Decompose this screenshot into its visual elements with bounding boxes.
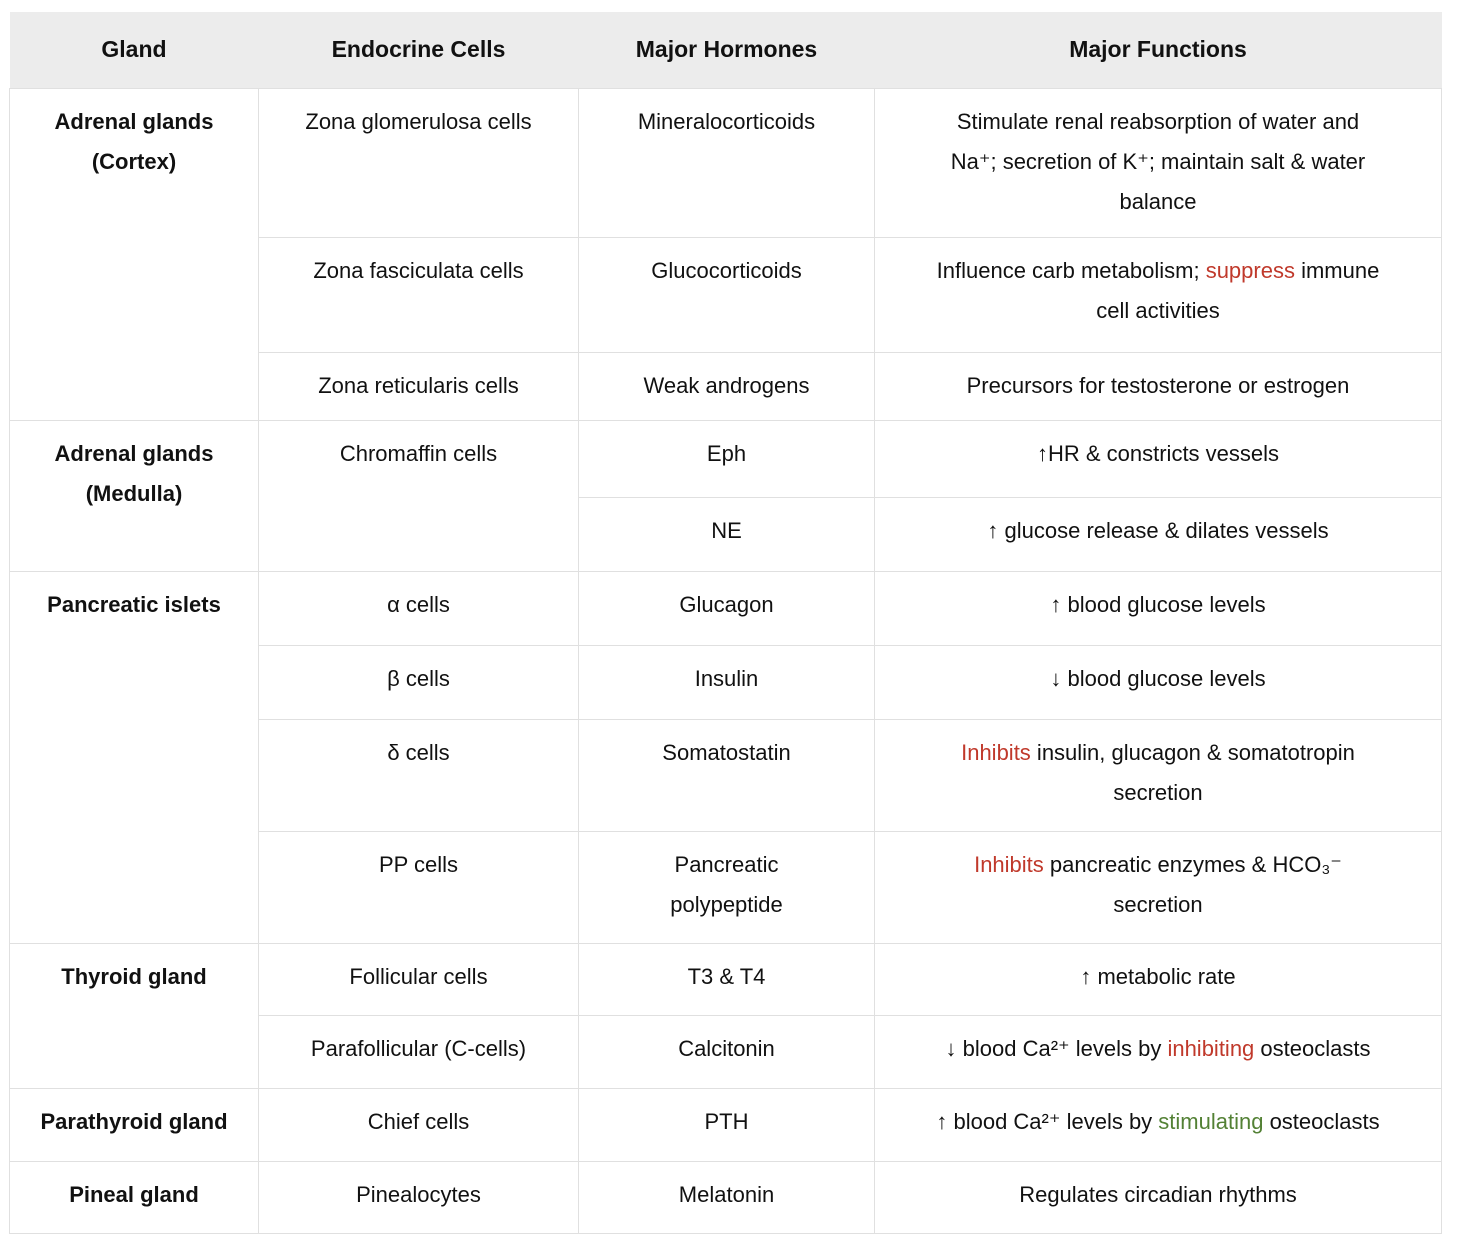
hormone-glucocorticoids: Glucocorticoids xyxy=(578,236,875,353)
header-major-hormones: Major Hormones xyxy=(578,12,875,88)
cells-follicular: Follicular cells xyxy=(258,942,579,1016)
header-gland: Gland xyxy=(9,12,259,88)
cells-parafollicular: Parafollicular (C-cells) xyxy=(258,1014,579,1089)
gland-cell-pineal: Pineal gland xyxy=(9,1160,259,1234)
gland-cell-pancreatic-islets: Pancreatic islets xyxy=(9,570,259,944)
hormone-glucagon: Glucagon xyxy=(578,570,875,646)
cells-zona-fasciculata: Zona fasciculata cells xyxy=(258,236,579,353)
row-glucagon: Pancreatic islets α cells Glucagon ↑ blo… xyxy=(9,570,1442,944)
function-mineralocorticoids: Stimulate renal reabsorption of water an… xyxy=(874,87,1442,238)
header-endocrine-cells: Endocrine Cells xyxy=(258,12,579,88)
gland-cell-adrenal-medulla: Adrenal glands (Medulla) xyxy=(9,419,259,572)
row-eph: Adrenal glands (Medulla) Chromaffin cell… xyxy=(9,419,1442,572)
function-ne: ↑ glucose release & dilates vessels xyxy=(874,496,1442,572)
gland-cell-thyroid: Thyroid gland xyxy=(9,942,259,1089)
function-glucagon: ↑ blood glucose levels xyxy=(874,570,1442,646)
gland-cell-adrenal-cortex: Adrenal glands (Cortex) xyxy=(9,87,259,421)
function-t3-t4: ↑ metabolic rate xyxy=(874,942,1442,1016)
cells-chief: Chief cells xyxy=(258,1087,579,1162)
cells-zona-glomerulosa: Zona glomerulosa cells xyxy=(258,87,579,238)
function-calcitonin: ↓ blood Ca²⁺ levels by inhibiting osteoc… xyxy=(874,1014,1442,1089)
hormone-weak-androgens: Weak androgens xyxy=(578,351,875,421)
hormone-melatonin: Melatonin xyxy=(578,1160,875,1234)
hormone-t3-t4: T3 & T4 xyxy=(578,942,875,1016)
row-ne: NE ↑ glucose release & dilates vessels xyxy=(10,496,1442,572)
hormone-somatostatin: Somatostatin xyxy=(578,718,875,832)
row-melatonin: Pineal gland Pinealocytes Melatonin Regu… xyxy=(9,1160,1442,1234)
cells-chromaffin: Chromaffin cells xyxy=(258,419,579,572)
row-calcitonin: Parafollicular (C-cells) Calcitonin ↓ bl… xyxy=(10,1014,1442,1089)
function-somatostatin: Inhibits insulin, glucagon & somatotropi… xyxy=(874,718,1442,832)
header-row: Gland Endocrine Cells Major Hormones Maj… xyxy=(9,12,1442,88)
hormone-mineralocorticoids: Mineralocorticoids xyxy=(578,87,875,238)
cells-pinealocytes: Pinealocytes xyxy=(258,1160,579,1234)
function-pancreatic-polypeptide: Inhibits pancreatic enzymes & HCO₃⁻ secr… xyxy=(874,830,1442,944)
row-somatostatin: δ cells Somatostatin Inhibits insulin, g… xyxy=(10,718,1442,832)
row-insulin: β cells Insulin ↓ blood glucose levels xyxy=(10,644,1442,720)
cells-pp: PP cells xyxy=(258,830,579,944)
function-weak-androgens: Precursors for testosterone or estrogen xyxy=(874,351,1442,421)
hormone-insulin: Insulin xyxy=(578,644,875,720)
function-glucocorticoids: Influence carb metabolism; suppress immu… xyxy=(874,236,1442,353)
function-eph: ↑HR & constricts vessels xyxy=(874,419,1442,498)
hormone-eph: Eph xyxy=(578,419,875,498)
cells-delta: δ cells xyxy=(258,718,579,832)
row-t3-t4: Thyroid gland Follicular cells T3 & T4 ↑… xyxy=(9,942,1442,1089)
function-pth: ↑ blood Ca²⁺ levels by stimulating osteo… xyxy=(874,1087,1442,1162)
row-glucocorticoids: Zona fasciculata cells Glucocorticoids I… xyxy=(10,236,1442,353)
function-insulin: ↓ blood glucose levels xyxy=(874,644,1442,720)
cells-zona-reticularis: Zona reticularis cells xyxy=(258,351,579,421)
function-melatonin: Regulates circadian rhythms xyxy=(874,1160,1442,1234)
cells-beta: β cells xyxy=(258,644,579,720)
gland-cell-parathyroid: Parathyroid gland xyxy=(9,1087,259,1162)
row-weak-androgens: Zona reticularis cells Weak androgens Pr… xyxy=(10,351,1442,421)
hormone-pancreatic-polypeptide: Pancreatic polypeptide xyxy=(578,830,875,944)
row-pth: Parathyroid gland Chief cells PTH ↑ bloo… xyxy=(9,1087,1442,1162)
cells-alpha: α cells xyxy=(258,570,579,646)
hormone-ne: NE xyxy=(578,496,875,572)
header-major-functions: Major Functions xyxy=(874,12,1442,88)
endocrine-gland-table: Gland Endocrine Cells Major Hormones Maj… xyxy=(9,12,1442,1234)
hormone-calcitonin: Calcitonin xyxy=(578,1014,875,1089)
hormone-pth: PTH xyxy=(578,1087,875,1162)
row-mineralocorticoids: Adrenal glands (Cortex) Zona glomerulosa… xyxy=(9,87,1442,421)
